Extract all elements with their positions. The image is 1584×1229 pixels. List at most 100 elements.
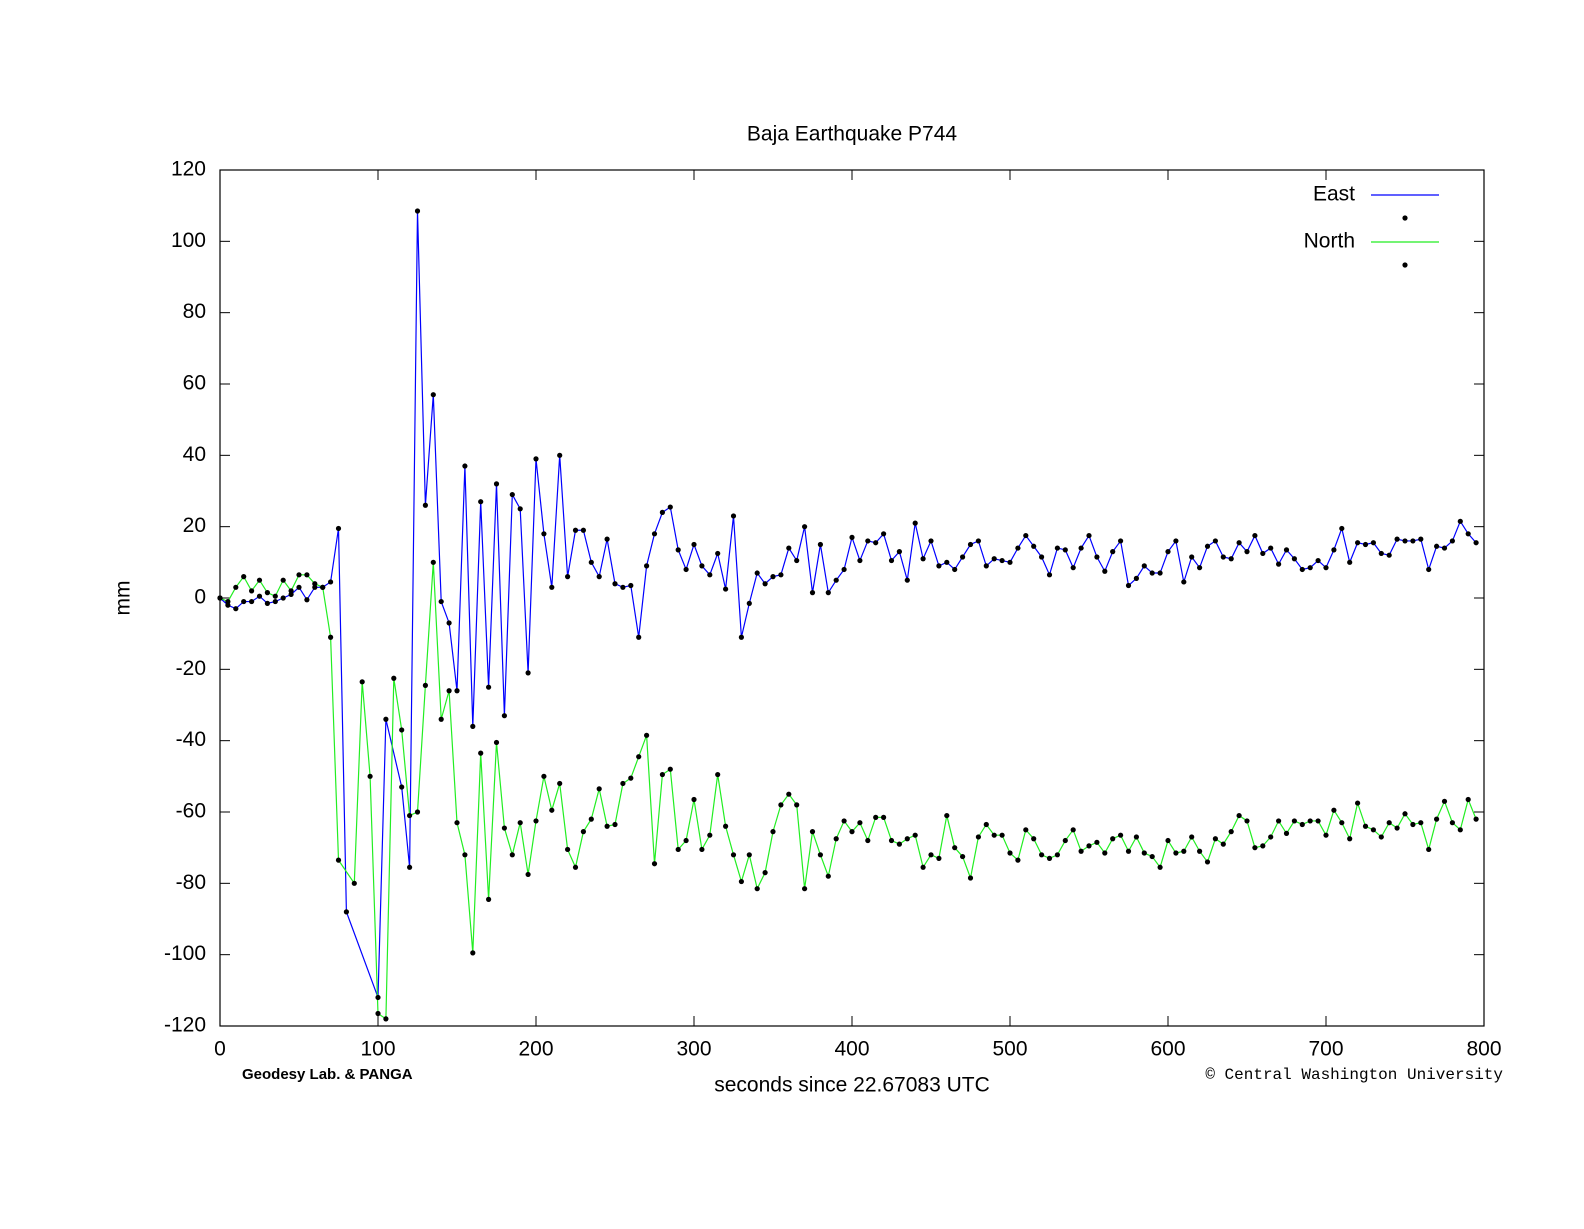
data-point bbox=[1046, 855, 1053, 861]
data-point bbox=[256, 593, 263, 599]
data-point bbox=[1031, 836, 1037, 842]
data-point bbox=[272, 593, 278, 599]
data-point bbox=[1165, 837, 1171, 844]
data-point bbox=[738, 878, 745, 885]
data-point bbox=[335, 525, 342, 532]
data-point bbox=[1355, 540, 1361, 546]
data-point bbox=[1070, 565, 1076, 571]
data-point bbox=[1228, 829, 1234, 835]
data-point bbox=[770, 829, 776, 835]
data-point bbox=[383, 716, 389, 722]
data-point bbox=[683, 566, 689, 573]
data-point bbox=[1434, 543, 1440, 549]
x-tick-label: 600 bbox=[1150, 1038, 1185, 1061]
data-point bbox=[1070, 827, 1076, 833]
data-point bbox=[809, 829, 816, 835]
data-point bbox=[1410, 821, 1416, 828]
data-point bbox=[1268, 834, 1274, 840]
x-tick-label: 100 bbox=[360, 1038, 395, 1061]
data-point bbox=[857, 820, 863, 826]
data-point bbox=[620, 780, 626, 787]
data-point bbox=[580, 829, 587, 835]
data-point bbox=[1054, 852, 1060, 858]
data-point bbox=[975, 538, 982, 544]
data-point bbox=[1046, 572, 1053, 578]
credit-left: Geodesy Lab. & PANGA bbox=[242, 1066, 413, 1083]
x-tick-label: 200 bbox=[518, 1038, 553, 1061]
data-point bbox=[1094, 554, 1100, 560]
data-point bbox=[414, 809, 421, 815]
data-point bbox=[462, 463, 468, 469]
data-point bbox=[699, 846, 705, 853]
data-point bbox=[715, 771, 721, 778]
data-point bbox=[817, 852, 824, 858]
data-point bbox=[604, 823, 610, 829]
data-point bbox=[1449, 538, 1455, 544]
data-point bbox=[249, 588, 255, 594]
legend-point bbox=[1402, 215, 1408, 221]
data-point bbox=[1441, 545, 1448, 551]
data-point bbox=[596, 574, 602, 580]
data-point bbox=[794, 557, 800, 564]
y-tick-label: 80 bbox=[183, 300, 206, 323]
data-point bbox=[1110, 836, 1116, 842]
data-point bbox=[1457, 827, 1463, 833]
data-point bbox=[1189, 554, 1195, 560]
data-point bbox=[723, 586, 729, 592]
data-point bbox=[881, 531, 887, 537]
data-point bbox=[999, 557, 1005, 564]
data-point bbox=[1244, 818, 1250, 824]
data-point bbox=[1118, 832, 1124, 838]
data-point bbox=[1133, 834, 1139, 840]
data-point bbox=[557, 780, 563, 787]
data-point bbox=[391, 675, 397, 681]
data-point bbox=[1315, 557, 1321, 564]
data-point bbox=[1102, 568, 1108, 574]
data-point bbox=[509, 491, 515, 498]
data-point bbox=[1110, 549, 1116, 555]
data-point bbox=[604, 536, 610, 542]
data-point bbox=[817, 541, 824, 548]
data-point bbox=[904, 836, 910, 842]
data-point bbox=[383, 1016, 389, 1022]
data-point bbox=[565, 574, 571, 580]
data-point bbox=[730, 852, 737, 858]
data-point bbox=[1355, 800, 1361, 806]
data-point bbox=[746, 852, 752, 858]
y-tick-label: -80 bbox=[176, 871, 206, 894]
data-point bbox=[422, 502, 428, 508]
data-point bbox=[241, 598, 247, 605]
data-point bbox=[280, 577, 286, 583]
data-point bbox=[1362, 823, 1369, 829]
data-point bbox=[802, 886, 808, 892]
data-point bbox=[1007, 559, 1013, 565]
data-point bbox=[960, 554, 966, 560]
data-point bbox=[272, 598, 278, 605]
data-point bbox=[1378, 550, 1384, 557]
data-point bbox=[1331, 547, 1337, 553]
data-point bbox=[651, 861, 658, 867]
data-point bbox=[707, 572, 713, 578]
data-point bbox=[312, 584, 318, 590]
data-point bbox=[794, 802, 800, 808]
data-point bbox=[1054, 545, 1060, 551]
data-point bbox=[525, 670, 531, 676]
data-point bbox=[399, 784, 405, 790]
data-point bbox=[699, 563, 705, 569]
data-point bbox=[1323, 832, 1329, 838]
data-point bbox=[849, 829, 855, 835]
data-point bbox=[304, 597, 310, 603]
data-point bbox=[588, 816, 594, 822]
x-axis-label: seconds since 22.67083 UTC bbox=[714, 1074, 990, 1097]
data-point bbox=[1307, 565, 1313, 571]
data-point bbox=[762, 870, 768, 876]
data-point bbox=[659, 509, 666, 515]
data-point bbox=[375, 994, 381, 1001]
data-point bbox=[1426, 846, 1432, 853]
data-point bbox=[1418, 820, 1424, 826]
data-point bbox=[509, 852, 515, 858]
data-point bbox=[944, 559, 950, 565]
data-point bbox=[952, 845, 958, 851]
data-point bbox=[754, 886, 760, 892]
